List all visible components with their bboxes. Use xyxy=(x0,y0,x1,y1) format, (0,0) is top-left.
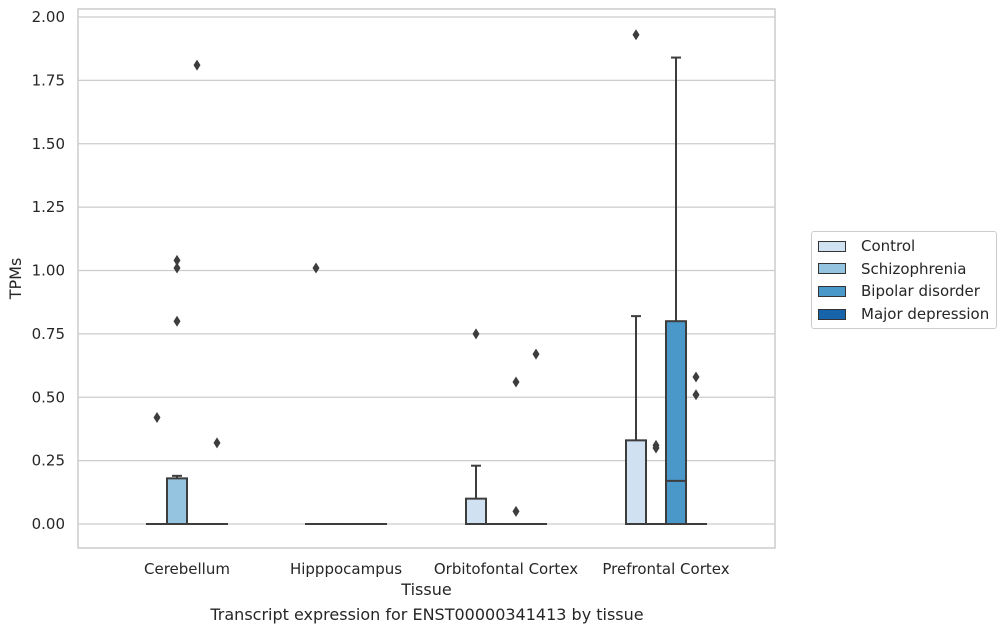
box-control xyxy=(305,262,327,526)
gridlines xyxy=(78,16,775,525)
y-tick-label: 2.00 xyxy=(32,8,65,26)
boxes xyxy=(146,29,707,526)
outlier-point xyxy=(153,412,161,424)
legend-swatch xyxy=(818,308,846,320)
x-tick-labels: Cerebellum Hipppocampus Orbitofontal Corte… xyxy=(144,560,730,578)
outlier-point xyxy=(213,437,221,449)
box-bipolar-disorder xyxy=(505,376,527,526)
x-tick-label: Orbitofontal Cortex xyxy=(434,560,578,578)
y-tick-label: 0.75 xyxy=(32,325,65,343)
x-tick-label: Prefrontal Cortex xyxy=(602,560,729,578)
y-tick-labels: 0.00 0.25 0.50 0.75 1.00 1.25 1.50 1.75 2.00 xyxy=(32,8,65,533)
outlier-point xyxy=(173,315,181,327)
legend-item: Bipolar disorder xyxy=(812,280,996,303)
box xyxy=(166,477,188,525)
x-axis-title: Tissue xyxy=(400,580,451,599)
box xyxy=(665,320,687,526)
legend-item: Control xyxy=(812,235,996,258)
box-control xyxy=(625,29,647,525)
x-tick-label: Hipppocampus xyxy=(290,560,402,578)
y-tick-label: 0.00 xyxy=(32,515,65,533)
legend-item: Major depression xyxy=(812,303,996,326)
box xyxy=(465,497,487,525)
outlier-point xyxy=(173,254,181,266)
y-tick-label: 1.50 xyxy=(32,135,65,153)
box-control xyxy=(465,328,487,525)
box-bipolar-disorder xyxy=(186,59,208,526)
outlier-point xyxy=(632,29,640,41)
legend-swatch xyxy=(818,285,846,297)
legend: Control Schizophrenia Bipolar disorder Majo… xyxy=(811,231,997,330)
box-major-depression xyxy=(206,437,228,526)
legend-label: Control xyxy=(861,237,916,256)
box-major-depression xyxy=(685,371,707,526)
legend-label: Schizophrenia xyxy=(861,259,967,278)
legend-swatch xyxy=(818,263,846,275)
box-bipolar-disorder xyxy=(665,56,687,526)
outlier-point xyxy=(532,348,540,360)
y-tick-label: 1.25 xyxy=(32,198,65,216)
y-tick-label: 0.50 xyxy=(32,388,65,406)
box-control xyxy=(146,412,168,526)
outlier-point xyxy=(692,371,700,383)
x-tick-label: Cerebellum xyxy=(144,560,230,578)
box xyxy=(625,439,647,525)
box-major-depression xyxy=(525,348,547,526)
legend-item: Schizophrenia xyxy=(812,258,996,281)
chart-caption: Transcript expression for ENST0000034141… xyxy=(210,605,644,624)
legend-label: Major depression xyxy=(861,305,990,324)
legend-label: Bipolar disorder xyxy=(861,282,980,301)
y-tick-label: 1.00 xyxy=(32,262,65,280)
outlier-point xyxy=(472,328,480,340)
outlier-point xyxy=(193,59,201,71)
outlier-point xyxy=(512,376,520,388)
outlier-point xyxy=(173,262,181,274)
box-schizophrenia xyxy=(166,254,188,525)
outlier-point xyxy=(312,262,320,274)
legend-swatch xyxy=(818,240,846,252)
outlier-point xyxy=(652,439,660,451)
outlier-point xyxy=(512,505,520,517)
y-tick-label: 0.25 xyxy=(32,452,65,470)
y-tick-label: 1.75 xyxy=(32,71,65,89)
y-axis-title: TPMs xyxy=(6,258,25,301)
outlier-point xyxy=(692,389,700,401)
plot-frame xyxy=(77,8,776,549)
box-schizophrenia xyxy=(645,439,667,526)
